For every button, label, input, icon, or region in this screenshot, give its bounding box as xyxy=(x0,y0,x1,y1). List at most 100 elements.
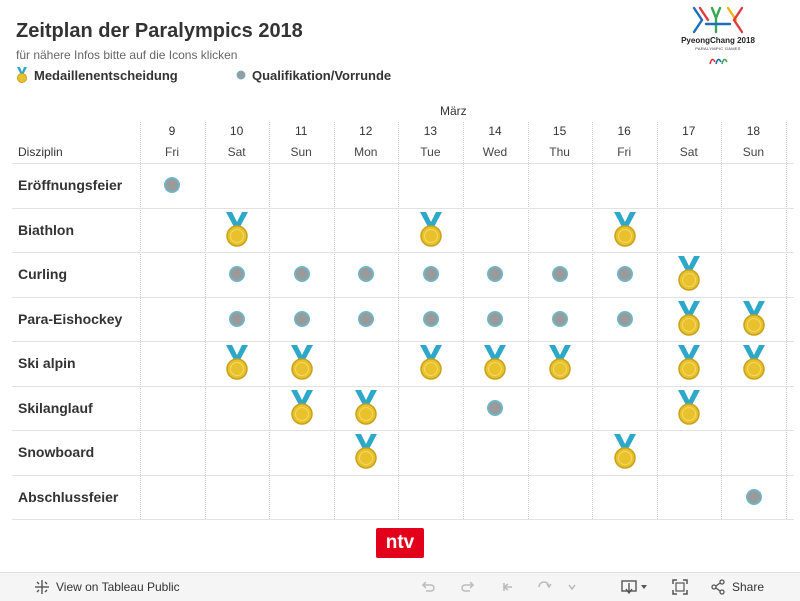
redo-icon[interactable] xyxy=(460,579,476,595)
ntv-logo[interactable]: ntv xyxy=(376,528,424,558)
medal-icon xyxy=(17,67,27,83)
discipline-label: Ski alpin xyxy=(18,355,76,371)
logo-brand-text: PyeongChang 2018 xyxy=(681,36,755,45)
day-number: 12 xyxy=(359,124,373,138)
qualification-dot-icon[interactable] xyxy=(293,310,310,327)
discipline-column-header: Disziplin xyxy=(18,145,63,159)
column-divider xyxy=(656,122,658,519)
medal-icon[interactable] xyxy=(289,389,315,426)
medal-icon[interactable] xyxy=(676,389,702,426)
column-divider xyxy=(786,122,787,519)
medal-icon[interactable] xyxy=(741,345,767,381)
medal-icon[interactable] xyxy=(418,211,444,248)
qualification-dot-icon[interactable] xyxy=(745,488,762,505)
medal-icon[interactable] xyxy=(353,389,379,426)
qualification-dot-icon[interactable] xyxy=(422,310,439,327)
medal-icon[interactable] xyxy=(612,211,638,248)
row-divider xyxy=(12,474,794,476)
row-divider xyxy=(12,385,794,387)
revert-icon[interactable] xyxy=(500,579,516,595)
discipline-label: Skilanglauf xyxy=(18,399,93,416)
column-divider xyxy=(333,122,335,519)
share-label: Share xyxy=(732,580,765,594)
download-icon[interactable] xyxy=(620,579,652,595)
qualification-dot-icon[interactable] xyxy=(228,266,245,283)
row-divider xyxy=(12,252,794,253)
qualification-dot-icon[interactable] xyxy=(487,266,504,283)
discipline-label: Snowboard xyxy=(18,444,95,460)
share-button[interactable]: Share xyxy=(710,579,764,595)
weekday-label: Fri xyxy=(617,145,632,159)
view-on-tableau-link[interactable]: View on Tableau Public xyxy=(34,579,180,595)
medal-icon[interactable] xyxy=(676,345,702,381)
discipline-label: Para-Eishockey xyxy=(18,310,123,327)
medal-icon[interactable] xyxy=(741,300,767,337)
qualification-dot-icon[interactable] xyxy=(164,177,181,194)
day-number: 9 xyxy=(168,124,176,138)
qualification-dot-icon[interactable] xyxy=(616,310,633,327)
row-divider xyxy=(12,341,794,342)
page-subtitle: für nähere Infos bitte auf die Icons kli… xyxy=(16,48,238,62)
weekday-label: Sat xyxy=(227,145,246,159)
medal-icon[interactable] xyxy=(676,256,702,292)
medal-icon[interactable] xyxy=(418,345,444,381)
column-divider xyxy=(204,122,206,519)
refresh-icon[interactable] xyxy=(536,579,552,595)
weekday-label: Sun xyxy=(742,145,765,159)
day-number: 18 xyxy=(746,124,761,138)
qualification-dot-icon[interactable] xyxy=(422,266,439,283)
month-label: März xyxy=(440,104,467,118)
dot-icon xyxy=(236,70,246,80)
discipline-label: Curling xyxy=(18,266,67,282)
row-divider xyxy=(12,519,794,520)
qualification-dot-icon[interactable] xyxy=(228,310,245,327)
weekday-label: Mon xyxy=(354,145,378,159)
page-title: Zeitplan der Paralympics 2018 xyxy=(16,20,303,42)
medal-icon[interactable] xyxy=(676,300,702,337)
view-on-tableau-label: View on Tableau Public xyxy=(56,580,180,594)
legend-item-qualification: Qualifikation/Vorrunde xyxy=(236,67,391,83)
qualification-dot-icon[interactable] xyxy=(358,310,375,327)
medal-icon[interactable] xyxy=(224,211,250,248)
undo-icon[interactable] xyxy=(420,579,436,595)
qualification-dot-icon[interactable] xyxy=(551,266,568,283)
legend-label-qualification: Qualifikation/Vorrunde xyxy=(252,67,392,83)
qualification-dot-icon[interactable] xyxy=(487,310,504,327)
medal-icon[interactable] xyxy=(612,434,638,470)
medal-icon[interactable] xyxy=(289,345,315,381)
day-number: 15 xyxy=(552,124,567,138)
qualification-dot-icon[interactable] xyxy=(293,266,310,283)
qualification-dot-icon[interactable] xyxy=(616,266,633,283)
medal-icon[interactable] xyxy=(482,345,508,381)
medal-icon[interactable] xyxy=(353,434,379,470)
weekday-label: Sun xyxy=(290,145,312,159)
column-divider xyxy=(269,122,271,519)
column-divider xyxy=(398,122,400,519)
tableau-icon xyxy=(35,580,49,594)
pyeongchang-emblem-icon xyxy=(692,6,744,34)
row-divider xyxy=(12,163,794,164)
qualification-dot-icon[interactable] xyxy=(487,399,504,416)
medal-icon[interactable] xyxy=(224,345,250,381)
column-divider xyxy=(140,122,141,519)
qualification-dot-icon[interactable] xyxy=(551,310,568,327)
medal-icon[interactable] xyxy=(547,345,573,381)
row-divider xyxy=(12,430,794,431)
column-divider xyxy=(721,122,723,519)
pause-dropdown-icon[interactable] xyxy=(564,579,580,595)
fullscreen-icon[interactable] xyxy=(672,579,688,595)
tableau-toolbar: View on Tableau Public xyxy=(0,572,800,601)
qualification-dot-icon[interactable] xyxy=(358,266,375,283)
agitos-icon xyxy=(709,58,728,65)
day-number: 11 xyxy=(294,124,308,138)
legend-item-medal: Medaillenentscheidung xyxy=(16,67,178,83)
logo-sub-text: PARALYMPIC GAMES xyxy=(695,46,741,51)
pyeongchang-logo: PyeongChang 2018 PARALYMPIC GAMES xyxy=(676,2,760,78)
discipline-label: Abschlussfeier xyxy=(18,488,119,505)
row-divider xyxy=(12,207,794,209)
share-icon xyxy=(711,579,725,595)
weekday-label: Fri xyxy=(165,145,179,159)
day-number: 17 xyxy=(682,124,696,138)
row-divider xyxy=(12,296,794,298)
weekday-label: Sat xyxy=(679,145,698,159)
